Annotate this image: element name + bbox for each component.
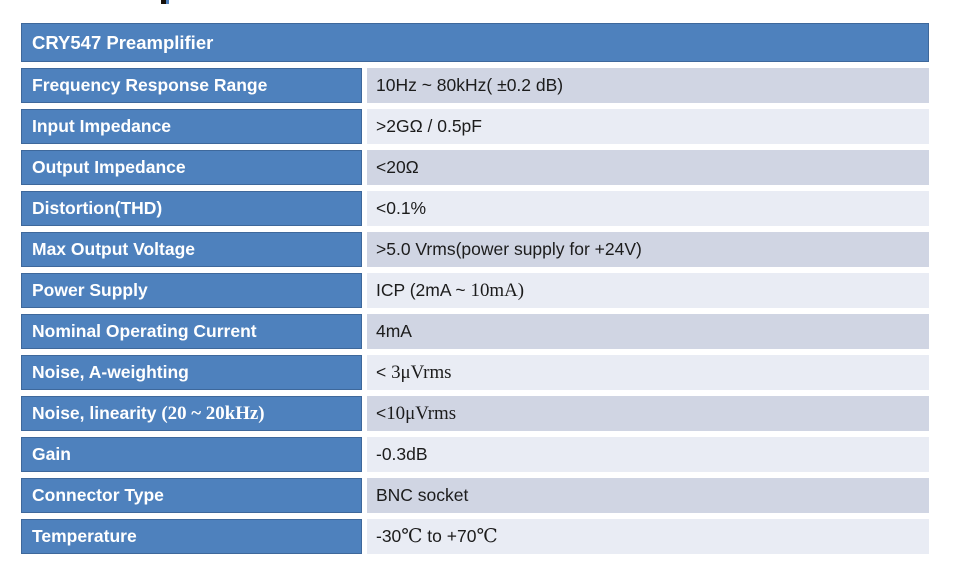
- spec-value-cell: -0.3dB: [367, 437, 929, 472]
- text-segment: Frequency Response Range: [32, 75, 268, 95]
- text-segment: >5.0 Vrms(power supply for +24V): [376, 239, 642, 259]
- text-segment: Nominal Operating Current: [32, 321, 257, 341]
- text-segment: 10mA): [470, 279, 525, 301]
- spec-value-cell: ICP (2mA ~ 10mA): [367, 273, 929, 308]
- spec-value-cell: <10μVrms: [367, 396, 929, 431]
- spec-label-cell: Output Impedance: [21, 150, 362, 185]
- spec-label-cell: Max Output Voltage: [21, 232, 362, 267]
- text-segment: ICP (2mA ~: [376, 280, 471, 300]
- table-row: Frequency Response Range 10Hz ~ 80kHz( ±…: [21, 68, 929, 103]
- spec-label-cell: Power Supply: [21, 273, 362, 308]
- table-title: CRY547 Preamplifier: [32, 31, 214, 53]
- text-segment: <: [376, 362, 392, 382]
- text-segment: 10Hz ~ 80kHz( ±0.2 dB): [376, 75, 564, 95]
- text-segment: Noise, A-weighting: [32, 362, 189, 382]
- spec-value-cell: <0.1%: [367, 191, 929, 226]
- text-segment: Power Supply: [32, 280, 148, 300]
- text-segment: Input Impedance: [32, 116, 172, 136]
- table-row: Noise, A-weighting < 3μVrms: [21, 355, 929, 390]
- text-segment: 3μVrms: [391, 361, 452, 383]
- text-segment: -0.3dB: [376, 444, 428, 464]
- spec-value-cell: >2GΩ / 0.5pF: [367, 109, 929, 144]
- spec-label-cell: Temperature: [21, 519, 362, 554]
- table-row: Gain -0.3dB: [21, 437, 929, 472]
- table-row: Distortion(THD) <0.1%: [21, 191, 929, 226]
- text-segment: Max Output Voltage: [32, 239, 196, 259]
- spec-value-cell: <20Ω: [367, 150, 929, 185]
- text-segment: <20Ω: [376, 157, 419, 177]
- text-segment: ℃: [476, 526, 498, 547]
- table-row: Noise, linearity (20 ~ 20kHz) <10μVrms: [21, 396, 929, 431]
- spec-value-cell: 10Hz ~ 80kHz( ±0.2 dB): [367, 68, 929, 103]
- cropped-glyph-artifact: [161, 0, 169, 4]
- table-row: Temperature -30 ℃ to +70 ℃: [21, 519, 929, 554]
- spec-label-cell: Distortion(THD): [21, 191, 362, 226]
- table-row: Nominal Operating Current 4mA: [21, 314, 929, 349]
- text-segment: (20 ~ 20kHz): [161, 402, 265, 424]
- spec-label-cell: Input Impedance: [21, 109, 362, 144]
- text-segment: BNC socket: [376, 485, 469, 505]
- text-segment: <: [376, 403, 387, 423]
- text-segment: Connector Type: [32, 485, 164, 505]
- table-header-row: CRY547 Preamplifier: [21, 23, 929, 62]
- spec-label-cell: Gain: [21, 437, 362, 472]
- spec-label-cell: Noise, linearity (20 ~ 20kHz): [21, 396, 362, 431]
- text-segment: ℃: [401, 526, 423, 547]
- table-row: Input Impedance >2GΩ / 0.5pF: [21, 109, 929, 144]
- table-row: Connector Type BNC socket: [21, 478, 929, 513]
- spec-value-cell: -30 ℃ to +70 ℃: [367, 519, 929, 554]
- spec-value-cell: BNC socket: [367, 478, 929, 513]
- text-segment: Noise, linearity: [32, 403, 162, 423]
- table-rows: Frequency Response Range 10Hz ~ 80kHz( ±…: [21, 62, 929, 554]
- text-segment: 4mA: [376, 321, 412, 341]
- text-segment: >2GΩ / 0.5pF: [376, 116, 482, 136]
- text-segment: <0.1%: [376, 198, 427, 218]
- text-segment: Distortion(THD): [32, 198, 163, 218]
- text-segment: Output Impedance: [32, 157, 186, 177]
- spec-value-cell: >5.0 Vrms(power supply for +24V): [367, 232, 929, 267]
- spec-label-cell: Nominal Operating Current: [21, 314, 362, 349]
- spec-value-cell: 4mA: [367, 314, 929, 349]
- spec-label-cell: Noise, A-weighting: [21, 355, 362, 390]
- text-segment: to +70: [422, 526, 477, 546]
- spec-table: CRY547 Preamplifier Frequency Response R…: [21, 23, 929, 554]
- spec-value-cell: < 3μVrms: [367, 355, 929, 390]
- table-row: Max Output Voltage >5.0 Vrms(power suppl…: [21, 232, 929, 267]
- text-segment: -30: [376, 526, 402, 546]
- spec-label-cell: Frequency Response Range: [21, 68, 362, 103]
- text-segment: Temperature: [32, 526, 137, 546]
- text-segment: Gain: [32, 444, 71, 464]
- table-row: Power Supply ICP (2mA ~ 10mA): [21, 273, 929, 308]
- spec-label-cell: Connector Type: [21, 478, 362, 513]
- text-segment: 10μVrms: [386, 402, 457, 424]
- table-row: Output Impedance <20Ω: [21, 150, 929, 185]
